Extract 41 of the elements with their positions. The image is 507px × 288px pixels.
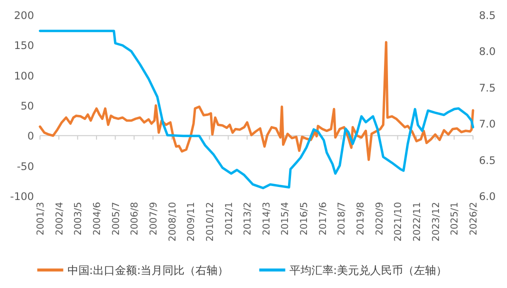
x-tick-label: 2018/7 <box>336 202 348 236</box>
y-tick-label: 100 <box>14 70 34 82</box>
x-tick-label: 2012/1 <box>224 202 235 236</box>
y-tick-label: -50 <box>16 160 34 173</box>
x-tick-label: 2021/10 <box>393 202 404 242</box>
x-tick-label: 2009/11 <box>186 202 198 242</box>
legend-label: 平均汇率:美元兑人民币（左轴） <box>289 264 447 277</box>
x-tick-label: 2005/7 <box>110 202 122 236</box>
x-tick-label: 2017/6 <box>318 202 329 236</box>
x-tick-label: 2006/8 <box>130 202 141 236</box>
y-tick-label: 0 <box>27 130 34 143</box>
y-tick-label: 200 <box>14 10 34 22</box>
y-tick-label: 150 <box>14 40 34 52</box>
y2-tick-label: 7.0 <box>479 118 496 131</box>
x-tick-label: 2003/5 <box>73 202 84 236</box>
x-tick-label: 2022/11 <box>412 202 423 242</box>
x-tick-label: 2004/6 <box>92 202 104 236</box>
x-tick-label: 2026/2 <box>468 202 480 236</box>
x-tick-label: 2020/9 <box>374 202 386 236</box>
x-tick-label: 2016/5 <box>299 202 310 236</box>
y2-tick-label: 6.0 <box>479 191 496 203</box>
line-series <box>38 30 474 190</box>
y-tick-label: -100 <box>10 191 34 203</box>
x-tick-label: 2025/1 <box>450 202 461 236</box>
y2-tick-label: 6.5 <box>479 154 496 167</box>
y2-tick-label: 8.0 <box>479 46 496 58</box>
x-tick-label: 2001/3 <box>36 202 46 236</box>
x-tick-label: 2019/8 <box>355 202 366 236</box>
x-tick-label: 2008/10 <box>167 202 178 242</box>
y-tick-label: 50 <box>20 100 34 112</box>
x-tick-label: 2002/4 <box>54 202 66 236</box>
x-tick-label: 2007/9 <box>148 202 160 236</box>
line-series <box>38 40 474 161</box>
x-tick-label: 2015/4 <box>280 202 292 236</box>
y2-tick-label: 8.5 <box>479 10 496 22</box>
x-tick-label: 2010/12 <box>204 202 216 242</box>
x-tick-label: 2014/3 <box>261 202 272 236</box>
legend-label: 中国:出口金额:当月同比（右轴） <box>67 264 229 277</box>
x-tick-label: 2013/2 <box>242 202 254 236</box>
x-tick-label: 2023/12 <box>430 202 442 242</box>
y2-tick-label: 7.5 <box>479 82 496 94</box>
